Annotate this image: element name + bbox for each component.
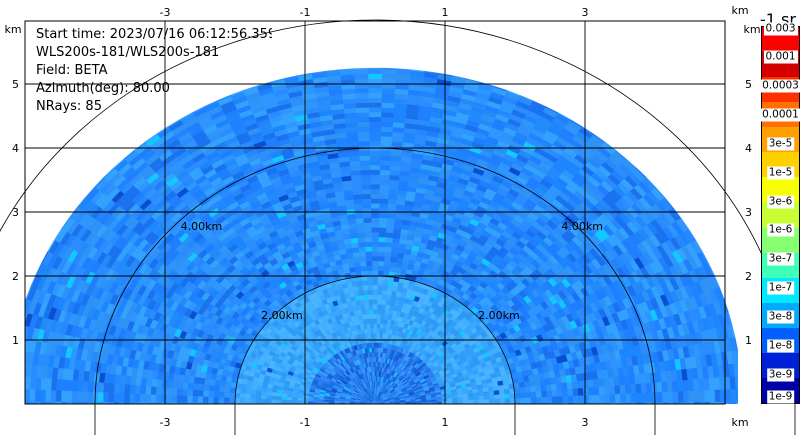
colorbar-label: 0.001 <box>763 50 798 64</box>
colorbar-label: 1e-8 <box>766 339 795 353</box>
x-axis-unit-top: km <box>731 4 748 17</box>
x-tick-label-top: -3 <box>160 6 171 19</box>
y-tick-label-left: 3 <box>12 206 19 219</box>
colorbar-label: 3e-8 <box>766 310 795 324</box>
x-tick-label-bottom: 1 <box>442 416 449 429</box>
y-axis-unit-right: km <box>743 23 760 36</box>
range-ring-label: 4.00km <box>561 220 603 233</box>
start-time-text: Start time: 2023/07/16 06:12:56.359 <box>36 27 272 42</box>
x-tick-label-top: -1 <box>300 6 311 19</box>
colorbar-label: 3e-7 <box>766 252 795 266</box>
x-tick-label-bottom: -1 <box>300 416 311 429</box>
backscatter-data <box>25 67 738 404</box>
x-tick-label-top: 3 <box>582 6 589 19</box>
range-ring <box>234 275 516 435</box>
range-ring <box>94 147 656 435</box>
plot-frame <box>24 20 726 405</box>
range-ring-label: 2.00km <box>261 309 303 322</box>
y-tick-label-right: 5 <box>745 78 752 91</box>
y-tick-label-right: 4 <box>745 142 752 155</box>
y-tick-label-right: 3 <box>745 206 752 219</box>
range-ring-label: 4.00km <box>181 220 223 233</box>
colorbar-label: 0.003 <box>763 22 798 36</box>
y-tick-label-left: 5 <box>12 78 19 91</box>
colorbar-label: 3e-5 <box>766 137 795 151</box>
colorbar-label: 0.0003 <box>760 79 800 93</box>
x-tick-label-top: 1 <box>442 6 449 19</box>
info-box: Start time: 2023/07/16 06:12:56.359 WLS2… <box>36 26 272 116</box>
x-axis-unit-bottom: km <box>731 416 748 429</box>
y-axis-unit-left: km <box>4 23 21 36</box>
field-text: Field: BETA <box>36 63 108 78</box>
instrument-text: WLS200s-181/WLS200s-181 <box>36 45 220 60</box>
y-tick-label-left: 4 <box>12 142 19 155</box>
range-ring-label: 2.00km <box>478 309 520 322</box>
colorbar-label: 0.0001 <box>760 108 800 122</box>
colorbar-label: 1e-9 <box>766 390 795 404</box>
colorbar-label: 3e-6 <box>766 195 795 209</box>
x-tick-label-bottom: -3 <box>160 416 171 429</box>
x-tick-label-bottom: 3 <box>582 416 589 429</box>
range-ring <box>0 19 796 435</box>
colorbar-label: 1e-6 <box>766 223 795 237</box>
azimuth-text: Azimuth(deg): 80.00 <box>36 81 170 96</box>
y-tick-label-left: 1 <box>12 334 19 347</box>
range-rings: 2.00km 2.00km 4.00km 4.00km <box>0 19 796 435</box>
colorbar: 0.003 0.001 0.0003 0.0001 3e-5 1e-5 3e-6 1e-6 3e… <box>760 22 800 404</box>
nrays-text: NRays: 85 <box>36 99 102 114</box>
y-tick-label-right: 1 <box>745 334 752 347</box>
axis-ticks: -3 -3 -1 -1 1 1 3 3 1 1 2 2 3 3 4 4 5 5 km km km km <box>4 4 760 429</box>
colorbar-label: 3e-9 <box>766 368 795 382</box>
colorbar-label: 1e-7 <box>766 281 795 295</box>
y-tick-label-left: 2 <box>12 270 19 283</box>
y-tick-label-right: 2 <box>745 270 752 283</box>
colorbar-label: 1e-5 <box>766 166 795 180</box>
